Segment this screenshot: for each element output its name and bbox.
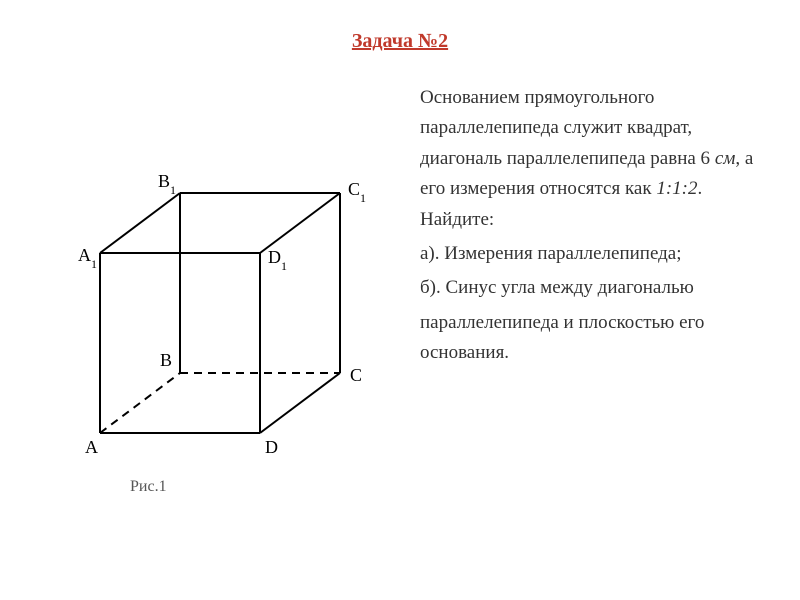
svg-text:C: C: [350, 365, 362, 385]
problem-title: Задача №2: [40, 30, 760, 53]
figure-caption: Рис.1: [40, 478, 400, 496]
problem-text: Основанием прямоугольного параллелепипед…: [420, 83, 760, 496]
svg-text:B: B: [160, 350, 172, 370]
question-b-line1: б). Синус угла между диагональю: [420, 273, 760, 303]
ratio: 1:1:2: [656, 178, 697, 199]
svg-text:A: A: [85, 437, 98, 457]
problem-statement: Основанием прямоугольного параллелепипед…: [420, 83, 760, 235]
question-b-line2: параллелепипеда и плоскостью его основан…: [420, 308, 760, 369]
question-a: а). Измерения параллелепипеда;: [420, 239, 760, 269]
svg-text:A1: A1: [78, 245, 97, 271]
parallelepiped-figure: A B C D A1 B1 C1 D1: [40, 133, 400, 473]
figure-column: A B C D A1 B1 C1 D1 Рис.1: [40, 83, 400, 496]
text-part: Основанием прямоугольного параллелепипед…: [420, 87, 715, 169]
svg-text:B1: B1: [158, 171, 176, 197]
content-row: A B C D A1 B1 C1 D1 Рис.1 Основанием прямоуголь…: [40, 83, 760, 496]
unit: см: [715, 148, 736, 169]
svg-text:D1: D1: [268, 247, 287, 273]
svg-text:D: D: [265, 437, 278, 457]
svg-text:C1: C1: [348, 179, 366, 205]
